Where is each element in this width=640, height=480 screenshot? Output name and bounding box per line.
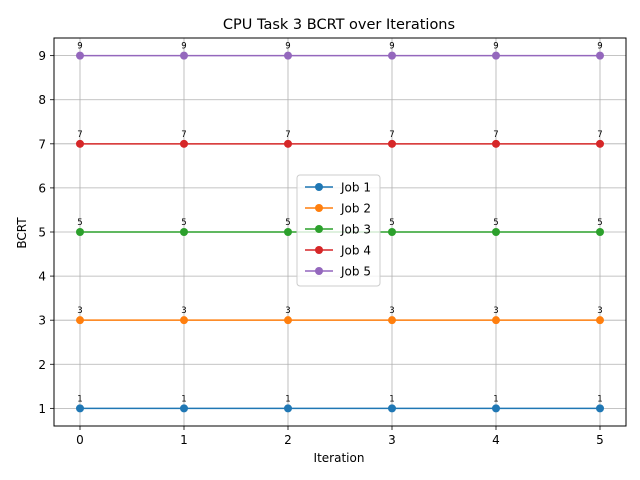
x-tick-label: 5 xyxy=(596,433,604,447)
data-label-job-4: 7 xyxy=(77,130,82,140)
data-point-job-1 xyxy=(284,404,292,413)
y-tick-label: 2 xyxy=(38,358,46,372)
data-label-job-3: 5 xyxy=(77,218,82,228)
data-point-job-4 xyxy=(388,139,396,148)
data-label-job-1: 1 xyxy=(285,394,290,404)
x-tick-label: 3 xyxy=(388,433,396,447)
y-tick-label: 8 xyxy=(38,93,46,107)
x-tick-label: 4 xyxy=(492,433,500,447)
data-point-job-3 xyxy=(596,228,604,236)
data-point-job-1 xyxy=(76,404,84,413)
data-point-job-4 xyxy=(76,139,84,148)
data-label-job-5: 9 xyxy=(493,42,498,52)
legend-marker-job-2 xyxy=(315,204,323,212)
data-label-job-4: 7 xyxy=(389,130,394,140)
data-point-job-2 xyxy=(76,316,84,325)
data-label-job-3: 5 xyxy=(181,218,186,228)
y-tick-label: 7 xyxy=(38,137,46,151)
chart-title: CPU Task 3 BCRT over Iterations xyxy=(223,17,455,33)
x-tick-label: 2 xyxy=(284,433,292,447)
data-point-job-3 xyxy=(76,228,84,236)
data-label-job-4: 7 xyxy=(285,130,290,140)
y-tick-label: 9 xyxy=(38,49,46,63)
y-tick-label: 1 xyxy=(38,402,46,416)
data-point-job-5 xyxy=(388,51,396,60)
data-label-job-1: 1 xyxy=(597,394,602,404)
data-label-job-2: 3 xyxy=(181,306,186,316)
legend-marker-job-1 xyxy=(315,183,323,191)
data-point-job-2 xyxy=(180,316,188,325)
data-labels: 1 1 1 1 1 1 3 3 3 3 3 3 5 5 5 5 5 5 7 7 7 7 7 7 9 9 9 9 9 9 xyxy=(77,42,602,405)
data-label-job-2: 3 xyxy=(285,306,290,316)
legend: Job 1 Job 2 Job 3 Job 4 Job 5 xyxy=(296,174,381,287)
data-point-job-2 xyxy=(492,316,500,325)
legend-box xyxy=(296,174,381,287)
data-point-job-5 xyxy=(284,51,292,60)
data-point-job-1 xyxy=(492,404,500,413)
data-label-job-1: 1 xyxy=(493,394,498,404)
data-point-job-3 xyxy=(388,228,396,236)
legend-label-job-1: Job 1 xyxy=(340,181,371,195)
data-label-job-4: 7 xyxy=(181,130,186,140)
data-point-job-2 xyxy=(284,316,292,325)
data-label-job-5: 9 xyxy=(597,42,602,52)
data-point-job-4 xyxy=(492,139,500,148)
data-point-job-1 xyxy=(180,404,188,413)
x-tick-label: 0 xyxy=(76,433,84,447)
legend-label-job-5: Job 5 xyxy=(340,265,371,279)
data-label-job-3: 5 xyxy=(597,218,602,228)
data-point-job-3 xyxy=(284,228,292,236)
data-label-job-3: 5 xyxy=(493,218,498,228)
y-tick-label: 6 xyxy=(38,181,46,195)
data-label-job-5: 9 xyxy=(77,42,82,52)
data-label-job-2: 3 xyxy=(493,306,498,316)
data-label-job-2: 3 xyxy=(77,306,82,316)
y-tick-label: 5 xyxy=(38,226,46,240)
data-point-job-3 xyxy=(180,228,188,236)
y-tick-label: 4 xyxy=(38,270,46,284)
x-tick-label: 1 xyxy=(180,433,188,447)
data-point-job-2 xyxy=(596,316,604,325)
data-label-job-3: 5 xyxy=(285,218,290,228)
data-label-job-1: 1 xyxy=(389,394,394,404)
data-point-job-5 xyxy=(492,51,500,60)
y-axis-title: BCRT xyxy=(15,217,29,249)
legend-marker-job-5 xyxy=(315,267,323,275)
data-label-job-4: 7 xyxy=(493,130,498,140)
y-tick-label: 3 xyxy=(38,314,46,328)
data-point-job-1 xyxy=(388,404,396,413)
data-point-job-5 xyxy=(76,51,84,60)
data-label-job-2: 3 xyxy=(389,306,394,316)
data-point-job-2 xyxy=(388,316,396,325)
data-point-job-5 xyxy=(180,51,188,60)
data-label-job-4: 7 xyxy=(597,130,602,140)
data-label-job-2: 3 xyxy=(597,306,602,316)
data-point-job-4 xyxy=(180,139,188,148)
series-group xyxy=(76,51,604,413)
legend-marker-job-3 xyxy=(315,225,323,233)
data-label-job-5: 9 xyxy=(181,42,186,52)
legend-marker-job-4 xyxy=(315,246,323,254)
legend-label-job-3: Job 3 xyxy=(340,223,371,237)
data-label-job-3: 5 xyxy=(389,218,394,228)
data-point-job-4 xyxy=(284,139,292,148)
legend-label-job-4: Job 4 xyxy=(340,244,371,258)
legend-label-job-2: Job 2 xyxy=(340,202,371,216)
data-label-job-1: 1 xyxy=(77,394,82,404)
data-label-job-5: 9 xyxy=(389,42,394,52)
data-point-job-3 xyxy=(492,228,500,236)
data-label-job-5: 9 xyxy=(285,42,290,52)
data-point-job-1 xyxy=(596,404,604,413)
axes: 0 1 2 3 4 5 1 2 3 4 5 6 7 8 9 xyxy=(38,49,603,447)
x-axis-title: Iteration xyxy=(314,451,365,465)
data-label-job-1: 1 xyxy=(181,394,186,404)
data-point-job-4 xyxy=(596,139,604,148)
data-point-job-5 xyxy=(596,51,604,60)
